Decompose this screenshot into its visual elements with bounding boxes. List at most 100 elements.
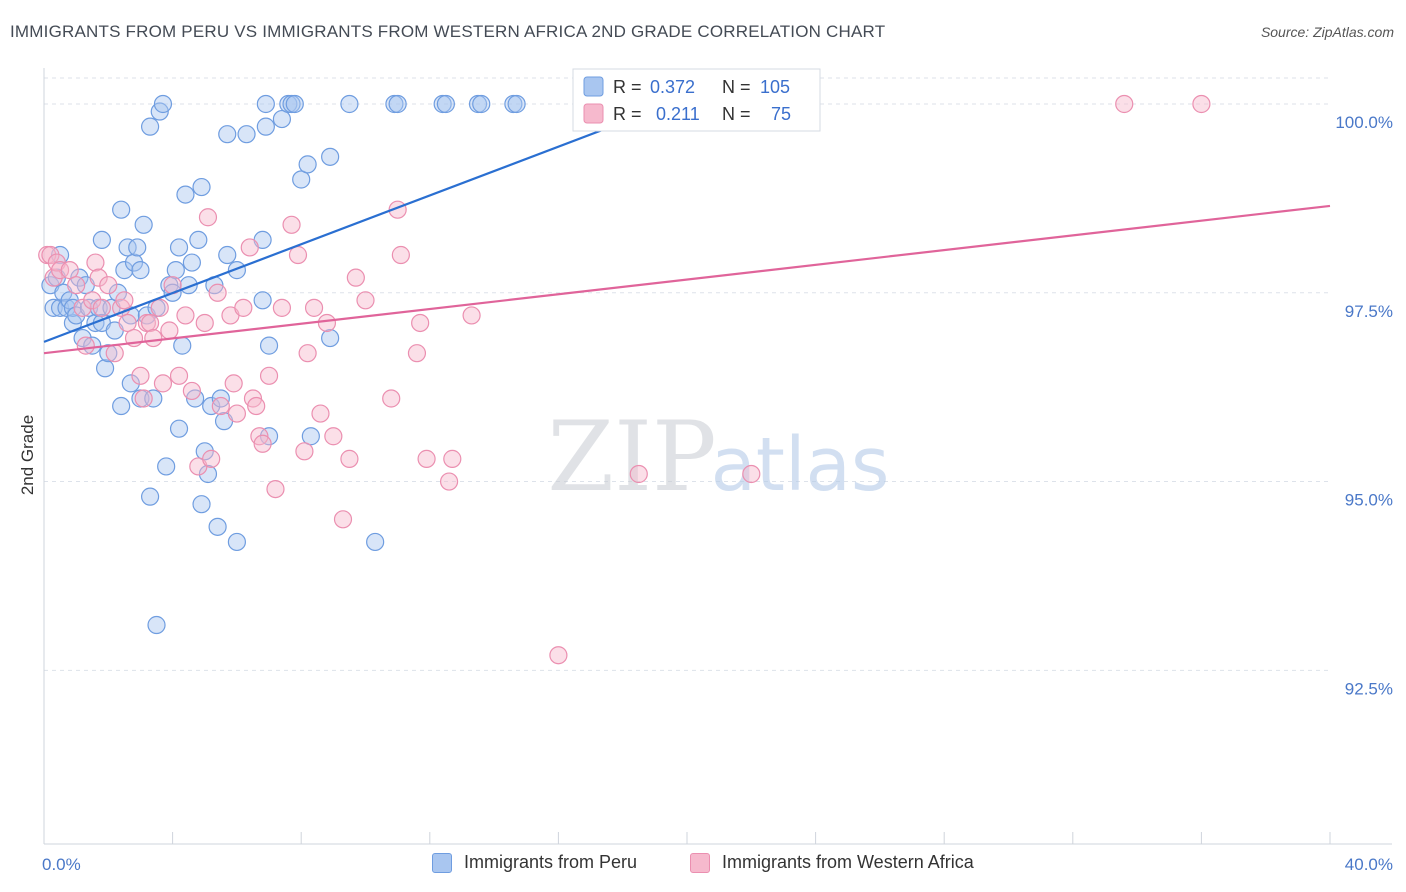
western-africa-point-16 [115,291,134,310]
x-tick-label-1: 40.0% [1345,855,1393,874]
western-africa-point-52 [298,344,317,363]
western-africa-point-14 [105,344,124,363]
western-africa-point-20 [134,389,153,408]
bottom-legend-label-peru: Immigrants from Peru [464,852,638,872]
western-africa-point-53 [304,298,324,317]
peru-point-48 [169,238,189,257]
western-africa-point-17 [118,313,137,333]
western-africa-point-29 [176,306,195,325]
peru-point-65 [218,245,237,265]
axes [43,68,1392,845]
legend-n-label-western-africa: N = [722,104,751,124]
western-africa-point-64 [407,344,427,363]
peru-point-43 [153,94,173,114]
peru-trend-line [43,102,672,343]
western-africa-point-48 [272,298,292,317]
peru-point-18 [92,230,111,250]
western-africa-point-10 [86,253,105,272]
peru-point-94 [507,94,526,114]
western-africa-point-26 [160,321,179,340]
x-tick-label-0: 0.0% [42,855,81,874]
western-africa-point-5 [60,261,79,280]
western-africa-point-73 [1115,94,1134,114]
peru-point-80 [292,170,311,189]
legend-swatch-peru [583,76,604,97]
western-africa-point-50 [288,245,308,265]
western-africa-point-40 [234,298,253,317]
western-africa-point-12 [92,298,111,317]
peru-point-76 [272,109,292,129]
peru-point-21 [99,344,118,363]
peru-point-37 [140,487,160,506]
peru-point-62 [208,517,227,536]
western-africa-point-46 [259,366,279,385]
bottom-legend-item-peru: Immigrants from Peru [432,852,637,873]
western-africa-point-30 [182,381,201,401]
peru-point-79 [285,94,304,114]
western-africa-point-36 [211,396,230,416]
bottom-legend-swatch-peru [432,852,452,873]
legend-r-value-peru: 0.372 [650,77,695,97]
western-africa-point-1 [41,245,60,265]
western-africa-point-47 [266,479,285,499]
peru-point-84 [321,147,340,166]
peru-point-32 [128,238,147,257]
peru-point-60 [202,396,221,416]
peru-point-38 [140,117,160,136]
bottom-legend-swatch-western-africa [690,852,710,873]
western-africa-point-71 [629,464,648,484]
peru-point-75 [259,427,279,446]
western-africa-point-58 [340,449,359,468]
source-label: Source: ZipAtlas.com [1260,24,1394,40]
watermark-zip: ZIP [547,401,716,513]
peru-point-57 [192,177,211,197]
peru-point-85 [340,94,359,114]
western-africa-point-55 [317,313,337,333]
peru-point-1 [44,298,63,317]
watermark: ZIP atlas [547,401,889,513]
western-africa-point-39 [227,404,246,423]
western-africa-point-11 [89,268,108,287]
peru-point-31 [124,253,144,272]
western-africa-point-70 [549,646,568,665]
y-tick-label-1: 97.5% [1345,302,1393,321]
peru-point-59 [198,464,218,484]
peru-point-55 [189,230,208,250]
western-africa-point-4 [50,261,70,280]
western-africa-point-59 [346,268,365,287]
western-africa-point-35 [208,283,227,302]
peru-point-33 [131,261,150,280]
western-africa-point-28 [169,366,189,385]
western-africa-point-8 [76,336,95,355]
peru-point-69 [237,125,256,144]
legend-r-label-western-africa: R = [613,104,642,124]
peru-point-28 [118,238,137,257]
western-africa-point-65 [411,313,430,333]
peru-point-49 [169,419,189,438]
peru-point-30 [121,374,140,393]
western-africa-point-74 [1192,94,1211,114]
western-africa-point-13 [99,276,118,295]
peru-point-68 [227,261,246,280]
western-africa-point-56 [324,427,343,446]
watermark-atlas: atlas [711,422,890,508]
western-africa-point-67 [439,472,459,491]
western-africa-point-66 [417,449,436,468]
western-africa-point-43 [247,396,266,416]
peru-point-20 [95,359,115,378]
peru-point-72 [256,117,275,136]
legend-n-value-western-africa: 75 [771,104,791,124]
peru-point-82 [301,427,320,446]
y-tick-label-3: 92.5% [1345,679,1393,698]
western-africa-point-49 [282,215,301,234]
western-africa-point-51 [295,442,314,461]
peru-point-4 [50,298,70,317]
chart-title: IMMIGRANTS FROM PERU VS IMMIGRANTS FROM … [10,22,886,41]
legend: R = 0.372 N = 105 R = 0.211 N = 75 [572,68,821,132]
western-africa-point-68 [443,449,462,468]
legend-n-value-peru: 105 [760,77,790,97]
peru-point-27 [115,261,134,280]
peru-point-44 [157,457,176,476]
western-africa-point-23 [144,328,163,348]
